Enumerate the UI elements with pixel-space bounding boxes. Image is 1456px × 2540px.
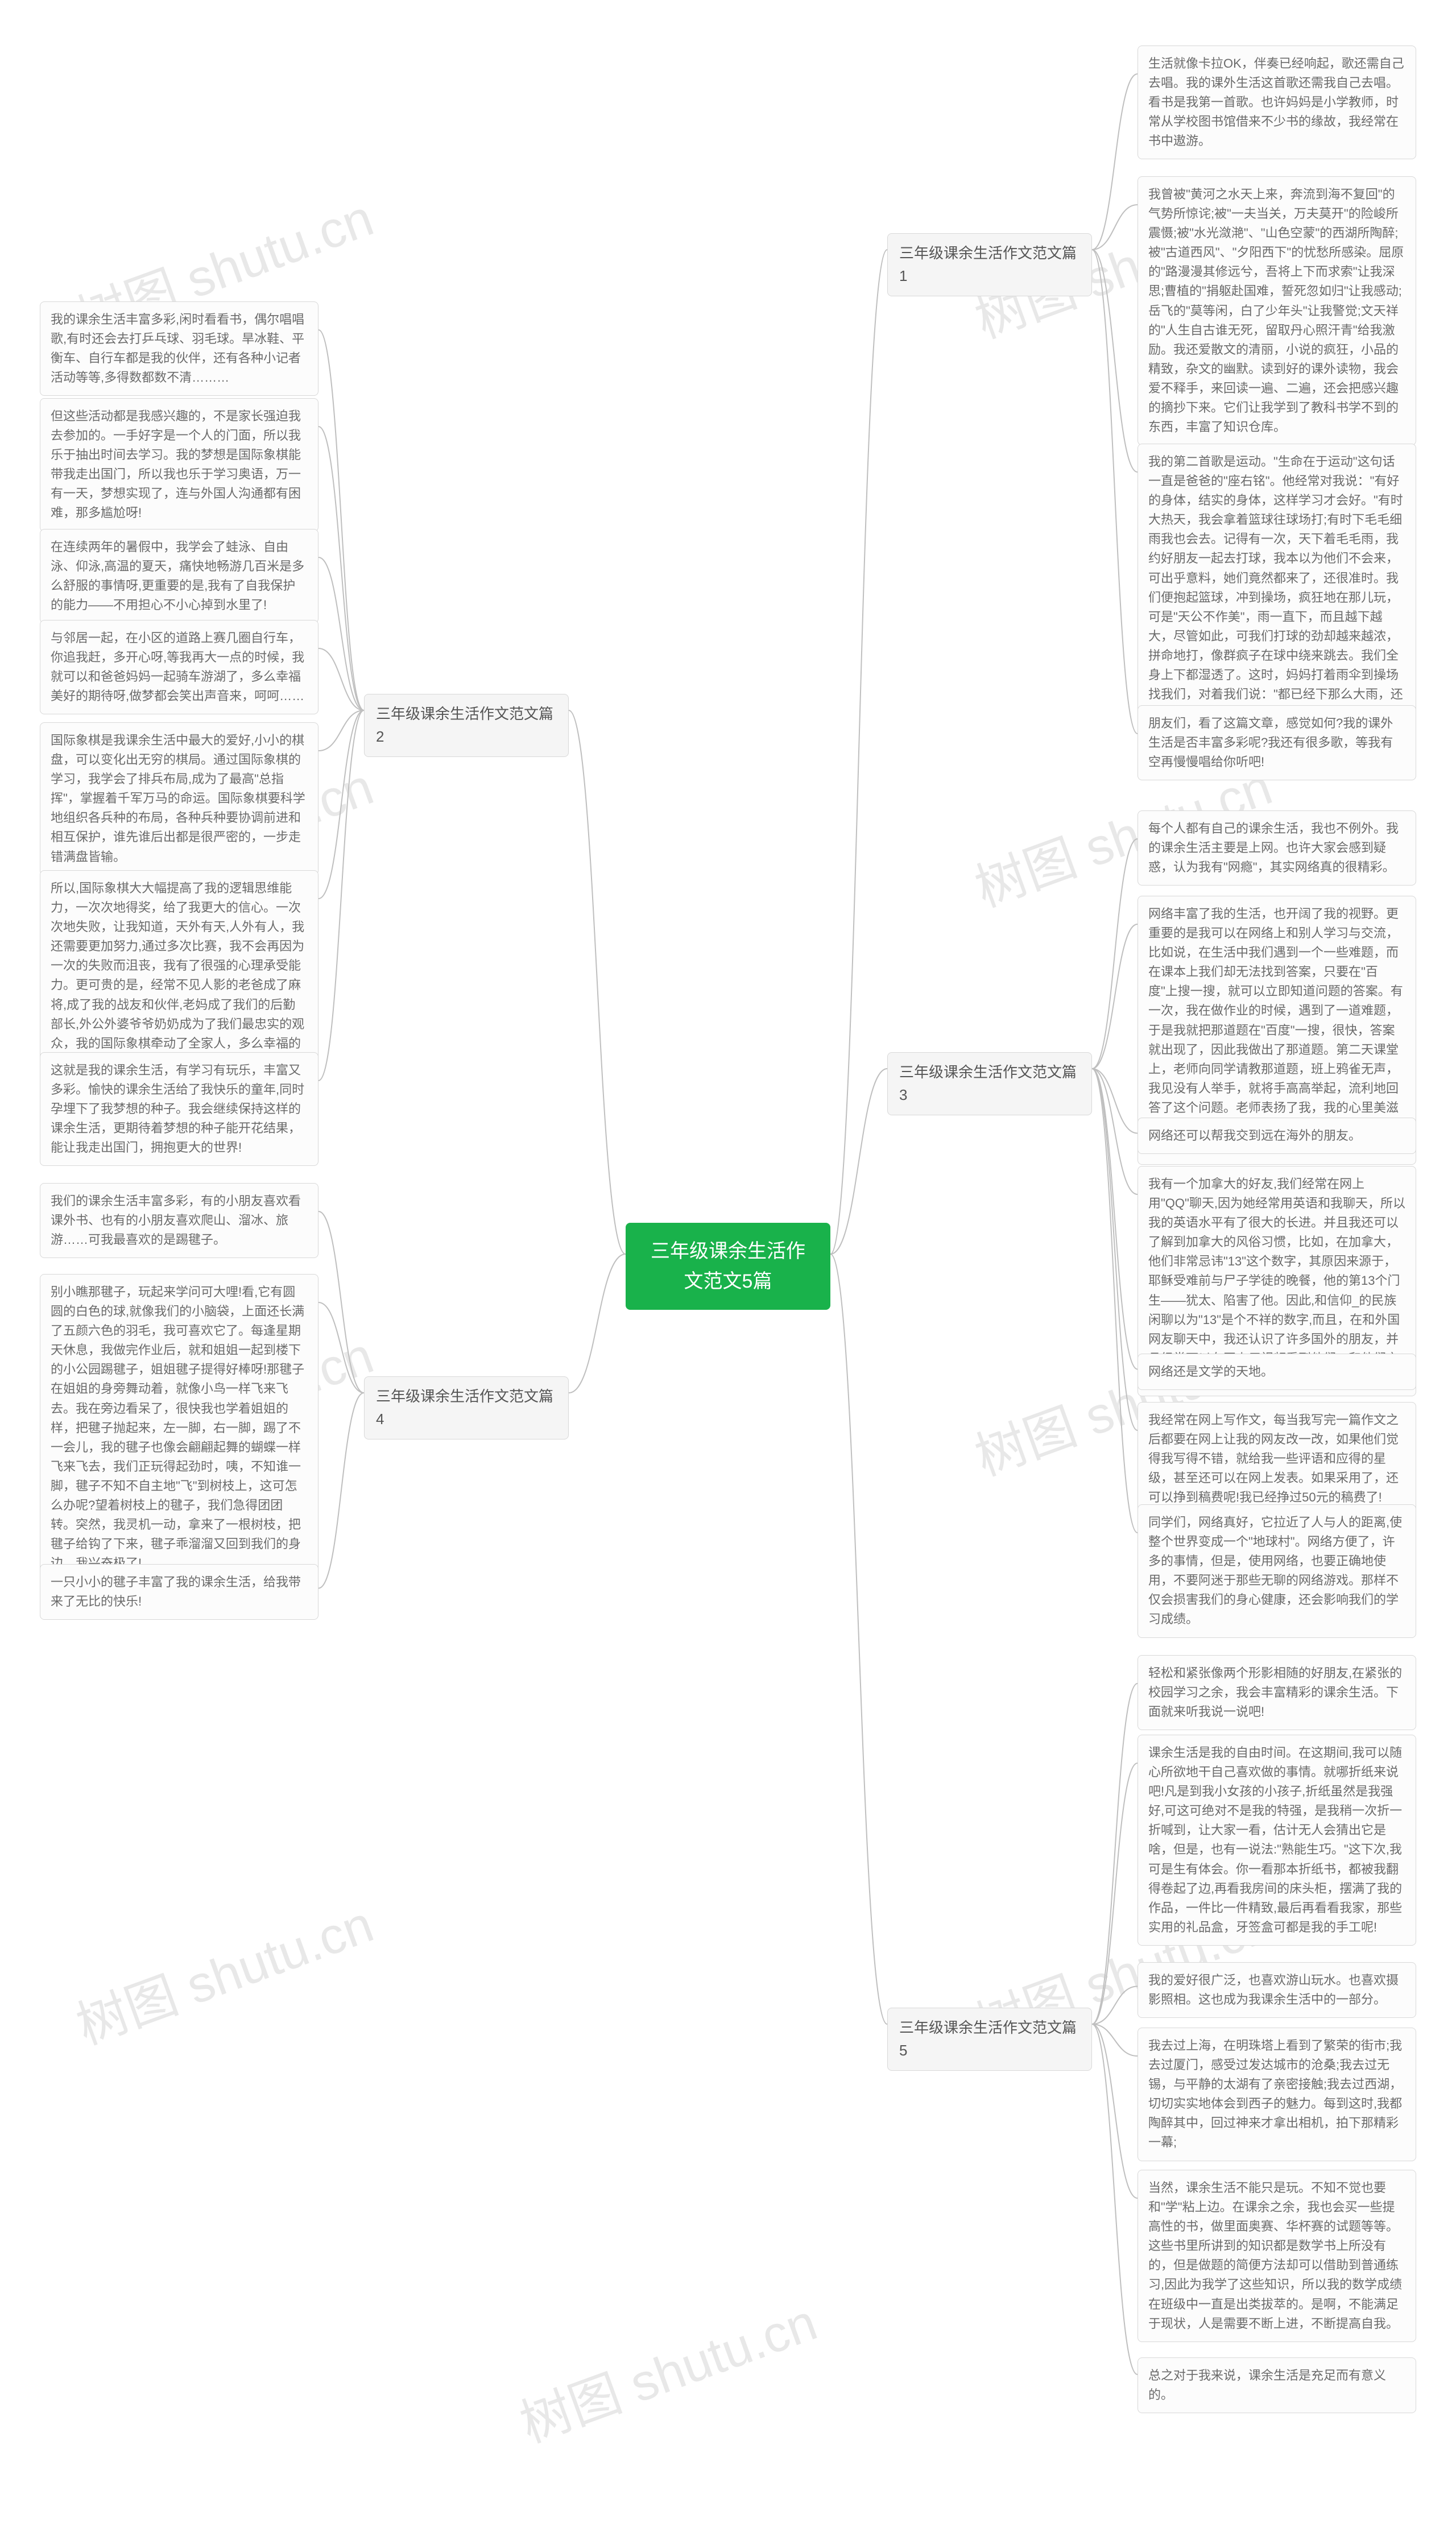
mindmap-leaf: 我的课余生活丰富多彩,闲时看看书，偶尔唱唱歌,有时还会去打乒乓球、羽毛球。旱冰鞋… — [40, 301, 318, 396]
connector-line — [318, 427, 364, 710]
connector-line — [318, 1393, 364, 1588]
mindmap-leaf: 与邻居一起，在小区的道路上赛几圈自行车，你追我赶，多开心呀,等我再大一点的时候，… — [40, 620, 318, 714]
connector-line — [1092, 1763, 1138, 2024]
connector-line — [1092, 1987, 1138, 2025]
mindmap-leaf: 每个人都有自己的课余生活，我也不例外。我的课余生活主要是上网。也许大家会感到疑惑… — [1138, 810, 1416, 886]
mindmap-leaf: 当然，课余生活不能只是玩。不知不觉也要和"学"粘上边。在课余之余，我也会买一些提… — [1138, 2170, 1416, 2342]
mindmap-leaf: 轻松和紧张像两个形影相随的好朋友,在紧张的校园学习之余，我会丰富精彩的课余生活。… — [1138, 1655, 1416, 1730]
connector-line — [1092, 2024, 1138, 2056]
connector-line — [1092, 1069, 1138, 1430]
connector-line — [830, 1254, 887, 2024]
connector-line — [1092, 1069, 1138, 1194]
connector-line — [830, 1069, 887, 1254]
connector-line — [318, 648, 364, 710]
connector-line — [1092, 205, 1138, 250]
mindmap-branch: 三年级课余生活作文范文篇5 — [887, 2008, 1092, 2071]
connector-line — [318, 710, 364, 899]
watermark: 树图 shutu.cn — [65, 1883, 382, 2059]
connector-line — [1092, 1069, 1138, 1134]
mindmap-leaf: 同学们，网络真好，它拉近了人与人的距离,使整个世界变成一个"地球村"。网络方便了… — [1138, 1504, 1416, 1638]
mindmap-branch: 三年级课余生活作文范文篇1 — [887, 233, 1092, 296]
connector-line — [1092, 250, 1138, 734]
connector-line — [1092, 924, 1138, 1069]
mindmap-leaf: 别小瞧那毽子，玩起来学问可大哩!看,它有圆圆的白色的球,就像我们的小脑袋，上面还… — [40, 1274, 318, 1582]
mindmap-leaf: 课余生活是我的自由时间。在这期间,我可以随心所欲地干自己喜欢做的事情。就哪折纸来… — [1138, 1735, 1416, 1946]
connector-line — [1092, 74, 1138, 250]
connector-line — [569, 710, 626, 1254]
mindmap-leaf: 总之对于我来说，课余生活是充足而有意义的。 — [1138, 2357, 1416, 2413]
mindmap-leaf: 一只小小的毽子丰富了我的课余生活，给我带来了无比的快乐! — [40, 1564, 318, 1620]
connector-line — [1092, 250, 1138, 472]
mindmap-leaf: 所以,国际象棋大大幅提高了我的逻辑思维能力，一次次地得奖，给了我更大的信心。一次… — [40, 870, 318, 1081]
mindmap-leaf: 这就是我的课余生活，有学习有玩乐，丰富又多彩。愉快的课余生活给了我快乐的童年,同… — [40, 1052, 318, 1166]
connector-line — [318, 710, 364, 751]
mindmap-leaf: 我曾被"黄河之水天上来，奔流到海不复回"的气势所惊诧;被"一夫当关，万夫莫开"的… — [1138, 176, 1416, 445]
connector-line — [318, 710, 364, 1081]
connector-line — [1092, 2024, 1138, 2374]
mindmap-leaf: 网络还是文学的天地。 — [1138, 1354, 1416, 1390]
mindmap-leaf: 在连续两年的暑假中，我学会了蛙泳、自由泳、仰泳,高温的夏天，痛快地畅游几百米是多… — [40, 529, 318, 623]
watermark: 树图 shutu.cn — [508, 2281, 825, 2457]
connector-line — [318, 1302, 364, 1393]
connector-line — [318, 557, 364, 710]
mindmap-leaf: 我经常在网上写作文，每当我写完一篇作文之后都要在网上让我的网友改一改，如果他们觉… — [1138, 1402, 1416, 1516]
mindmap-branch: 三年级课余生活作文范文篇3 — [887, 1052, 1092, 1115]
mindmap-leaf: 朋友们，看了这篇文章，感觉如何?我的课外生活是否丰富多彩呢?我还有很多歌，等我有… — [1138, 705, 1416, 780]
mindmap-leaf: 国际象棋是我课余生活中最大的爱好,小小的棋盘，可以变化出无穷的棋局。通过国际象棋… — [40, 722, 318, 875]
mindmap-leaf: 生活就像卡拉OK，伴奏已经响起，歌还需自己去唱。我的课外生活这首歌还需我自己去唱… — [1138, 45, 1416, 159]
connector-line — [569, 1254, 626, 1393]
mindmap-branch: 三年级课余生活作文范文篇4 — [364, 1376, 569, 1439]
connector-line — [1092, 1683, 1138, 2024]
connector-line — [318, 1211, 364, 1393]
mindmap-leaf: 我们的课余生活丰富多彩，有的小朋友喜欢看课外书、也有的小朋友喜欢爬山、溜冰、旅游… — [40, 1183, 318, 1258]
connector-line — [1092, 1069, 1138, 1533]
mindmap-leaf: 网络还可以帮我交到远在海外的朋友。 — [1138, 1118, 1416, 1154]
connector-line — [1092, 839, 1138, 1069]
connector-line — [1092, 1069, 1138, 1370]
connector-line — [830, 250, 887, 1254]
mindmap-leaf: 我去过上海，在明珠塔上看到了繁荣的街市;我去过厦门，感受过发达城市的沧桑;我去过… — [1138, 2028, 1416, 2161]
mindmap-leaf: 但这些活动都是我感兴趣的，不是家长强迫我去参加的。一手好字是一个人的门面，所以我… — [40, 398, 318, 532]
mindmap-leaf: 我的爱好很广泛，也喜欢游山玩水。也喜欢摄影照相。这也成为我课余生活中的一部分。 — [1138, 1962, 1416, 2018]
mindmap-root: 三年级课余生活作文范文5篇 — [626, 1223, 830, 1310]
connector-line — [318, 330, 364, 710]
mindmap-branch: 三年级课余生活作文范文篇2 — [364, 694, 569, 757]
connector-line — [1092, 2024, 1138, 2198]
